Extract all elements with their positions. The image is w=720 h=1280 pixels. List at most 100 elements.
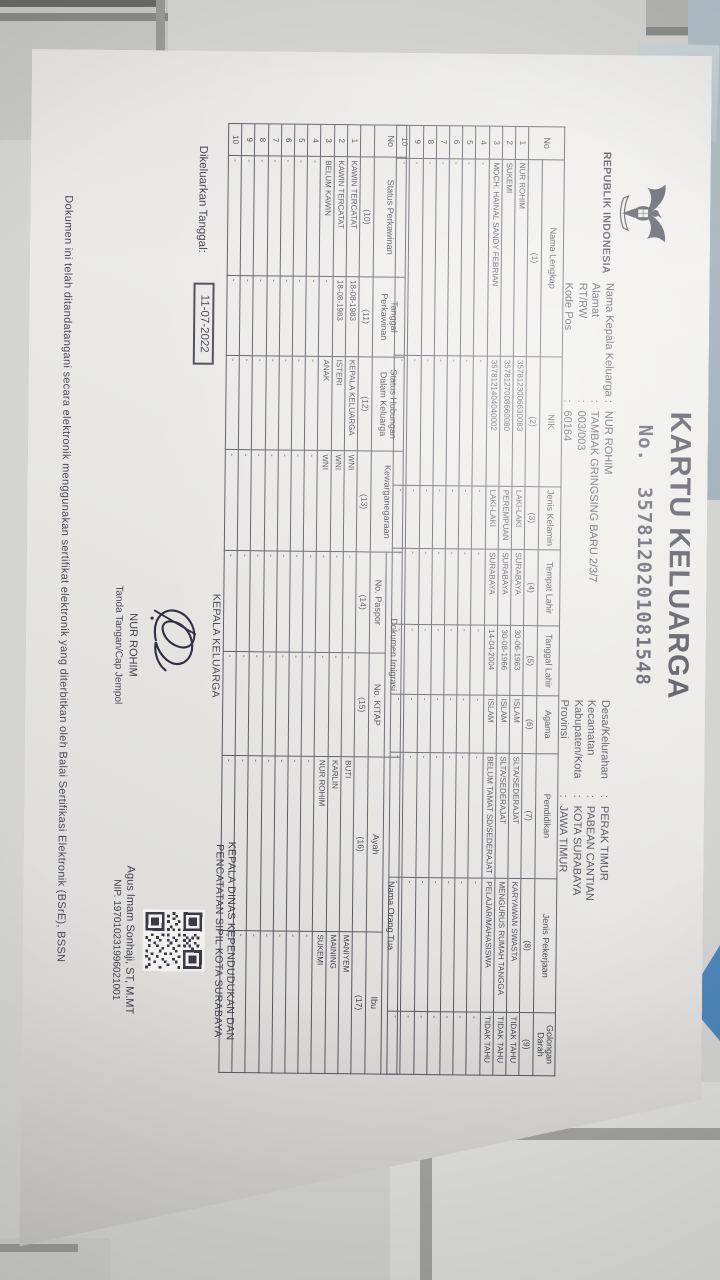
cell-kewarganegaraan: - (238, 450, 252, 551)
cell-status-hubungan: ISTERI (331, 356, 345, 451)
cell-tempat-lahir: SURABAYA (497, 549, 511, 626)
col-ayah: Ayah (366, 757, 384, 932)
col-nik: NIK (539, 357, 562, 487)
cell-no: 5 (294, 124, 308, 156)
cell-no: 6 (449, 126, 463, 159)
cell-ibu: MANIYEM (338, 931, 353, 1074)
cell-no: 1 (515, 126, 529, 159)
cell-status-perkawinan: - (240, 156, 254, 276)
cell-goldar: - (466, 1012, 480, 1075)
field-colon: : (602, 399, 615, 404)
cell-tanggal-perkawinan: - (292, 276, 306, 356)
cell-no: 9 (242, 124, 256, 156)
cell-agama: ISLAM (483, 695, 497, 753)
cell-status-perkawinan: KAWIN TERCATAT (333, 157, 347, 277)
qr-code (142, 909, 205, 972)
tile-grout (646, 27, 720, 35)
cell-nik: - (420, 355, 435, 485)
cell-tanggal-perkawinan: 18-08-1983 (332, 276, 346, 356)
cell-no: 3 (321, 124, 335, 156)
field-row: Desa/Kelurahan : PERAK TIMUR (596, 700, 612, 901)
cell-jenis-kelamin: LAKI-LAKI (511, 486, 525, 549)
cell-status-hubungan: - (291, 356, 305, 451)
cell-paspor: - (250, 551, 264, 652)
cell-tanggal-perkawinan: - (319, 276, 333, 356)
cell-tempat-lahir: - (431, 548, 445, 625)
cell-pekerjaan: MENGURUS RUMAH TANGGA (493, 878, 508, 1013)
col-num: (6) (522, 695, 537, 753)
tile-grout (0, 13, 168, 21)
cell-ayah: - (273, 756, 288, 931)
cell-tempat-lahir: SURABAYA (510, 549, 524, 626)
cell-tanggal-perkawinan: - (253, 276, 267, 356)
cell-nama: NUR ROHIM (513, 159, 528, 356)
cell-tanggal-lahir: - (457, 625, 471, 694)
col-num: (8) (520, 878, 535, 1013)
cell-status-perkawinan: KAWIN TERCATAT (346, 157, 360, 277)
tile-grout (420, 1128, 432, 1280)
cell-paspor: - (276, 551, 290, 652)
col-num: (3) (524, 487, 539, 550)
cell-ibu: SUKEMI (311, 931, 326, 1074)
cell-paspor: - (237, 551, 251, 652)
cell-ayah: NUR ROHIM (313, 756, 328, 931)
cell-jenis-kelamin: - (432, 486, 446, 549)
cell-goldar: - (413, 1012, 427, 1075)
cell-pendidikan: - (402, 752, 416, 877)
cell-tanggal-perkawinan: - (306, 276, 320, 356)
cell-status-perkawinan: - (280, 156, 294, 276)
cell-tempat-lahir: - (458, 548, 472, 625)
cell-nik: 3578127008660080 (499, 356, 514, 486)
cell-pekerjaan: - (427, 877, 442, 1012)
cell-agama: - (456, 695, 470, 753)
col-ibu: Ibu (365, 932, 382, 1075)
cell-tanggal-lahir: - (431, 625, 445, 694)
cell-nik: - (446, 356, 461, 486)
marital-status-table: No Status Perkawinan Tanggal Perkawinan … (218, 123, 407, 1075)
col-kewarganegaraan: Kewarganegaraan (370, 451, 403, 552)
cell-nik: 3578121404040002 (486, 356, 501, 486)
cell-tanggal-lahir: - (470, 625, 484, 694)
cell-kitap: - (249, 651, 263, 756)
cell-kewarganegaraan: WNI (343, 451, 357, 552)
cell-tanggal-perkawinan: - (279, 276, 293, 356)
col-num: (9) (519, 1013, 534, 1076)
cell-agama: - (417, 694, 431, 752)
cell-ibu: - (298, 931, 313, 1074)
cell-ayah: - (286, 756, 301, 931)
field-value: PABEAN CANTIAN (583, 805, 597, 901)
col-num: (11) (358, 277, 373, 357)
head-fields-right: Desa/Kelurahan : PERAK TIMUR Kecamatan :… (555, 699, 611, 901)
cell-status-perkawinan: - (306, 157, 320, 277)
cell-agama: - (470, 695, 484, 753)
col-num (360, 125, 374, 157)
cell-no: 10 (229, 123, 243, 155)
cell-kitap: - (328, 652, 342, 757)
cell-tanggal-perkawinan: - (240, 275, 254, 355)
head-fields-left: Nama Kepala Keluarga : NUR ROHIM Alamat … (558, 282, 615, 582)
col-group-dokumen-imigrasi: Dokumen Imigrasi (384, 552, 402, 757)
cell-pendidikan: - (442, 752, 456, 877)
cell-pendidikan: SLTA/SEDERAJAT (508, 753, 522, 878)
cell-status-perkawinan: BELUM KAWIN (320, 157, 334, 277)
field-label: Desa/Kelurahan (598, 699, 612, 779)
cell-status-perkawinan: - (293, 156, 307, 276)
cell-kewarganegaraan: - (290, 451, 304, 552)
cell-jenis-kelamin: - (472, 486, 486, 549)
tile-grout (0, 1244, 78, 1252)
cell-kewarganegaraan: WNI (330, 451, 344, 552)
cell-kewarganegaraan: - (264, 450, 278, 551)
cell-status-hubungan: - (265, 355, 279, 450)
cell-pekerjaan: - (467, 878, 482, 1013)
cell-no: 2 (334, 125, 348, 157)
col-num: (10) (359, 157, 374, 277)
cell-no: 8 (255, 124, 269, 156)
signature-mark (145, 590, 204, 701)
cell-nik: - (433, 356, 448, 486)
cell-kewarganegaraan: - (251, 450, 265, 551)
cell-tanggal-lahir: 30-08-1966 (497, 626, 511, 695)
cell-agama: ISLAM (496, 695, 510, 753)
field-row: Kabupaten/Kota : KOTA SURABAYA (569, 700, 585, 901)
cell-no: 3 (489, 126, 503, 159)
cell-nama: - (421, 158, 436, 355)
